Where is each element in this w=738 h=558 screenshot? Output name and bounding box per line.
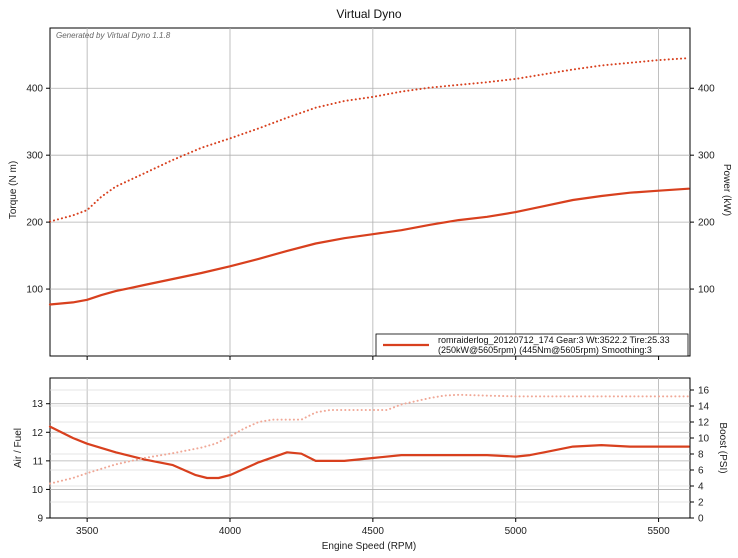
watermark-text: Generated by Virtual Dyno 1.1.8	[56, 31, 171, 40]
y-tick-label: 200	[26, 218, 43, 229]
bottom-plot-frame	[49, 377, 691, 519]
y2-tick-label: 8	[698, 450, 704, 461]
top-panel: 100 200 300 400 100 200 300 400 Generated by Vi…	[8, 27, 732, 360]
y2-tick-label: 300	[698, 151, 715, 162]
rpm-axis-label: Engine Speed (RPM)	[322, 541, 417, 552]
x-tick-label: 5000	[505, 526, 528, 537]
y2-tick-label: 14	[698, 402, 710, 413]
bottom-grid	[50, 378, 690, 518]
legend-line-1: romraiderlog_20120712_174 Gear:3 Wt:3522…	[438, 335, 670, 345]
y2-tick-label: 100	[698, 285, 715, 296]
afr-axis-label: Air / Fuel	[13, 428, 24, 468]
x-tick-label: 4500	[362, 526, 385, 537]
legend: romraiderlog_20120712_174 Gear:3 Wt:3522…	[375, 333, 689, 357]
y-tick-label: 13	[32, 399, 44, 410]
y2-tick-label: 200	[698, 218, 715, 229]
afr-line	[48, 425, 690, 480]
x-tick-label: 3500	[76, 526, 99, 537]
top-grid	[50, 28, 690, 356]
afr-axis-label-text: Air / Fuel	[13, 428, 24, 468]
bottom-ticks: 3500 4000 4500 5000 5500 9 10 11 12 13 0 2 4 6 8 10 12 14…	[32, 386, 710, 538]
y-tick-label: 9	[37, 514, 43, 525]
torque-axis-label: Torque (N m)	[8, 161, 19, 219]
torque-line	[49, 57, 690, 223]
boost-line	[49, 393, 690, 485]
top-plot-frame	[49, 27, 691, 357]
y-tick-label: 12	[32, 428, 44, 439]
y-tick-label: 400	[26, 84, 43, 95]
power-axis-label: Power (kW)	[721, 164, 732, 216]
y2-tick-label: 6	[698, 466, 704, 477]
y-tick-label: 10	[32, 485, 44, 496]
y-tick-label: 11	[33, 456, 44, 467]
chart-title: Virtual Dyno	[336, 7, 401, 21]
legend-box	[375, 333, 689, 357]
legend-line-2: (250kW@5605rpm) (445Nm@5605rpm) Smoothin…	[438, 345, 652, 355]
y-tick-label: 300	[26, 151, 43, 162]
bottom-series	[48, 393, 690, 485]
bottom-panel: 3500 4000 4500 5000 5500 9 10 11 12 13 0 2 4 6 8 10 12 14…	[13, 377, 728, 552]
top-series	[48, 57, 690, 306]
power-line	[48, 187, 690, 306]
boost-axis-label: Boost (PSI)	[717, 422, 728, 473]
y2-tick-label: 0	[698, 514, 704, 525]
y2-tick-label: 2	[698, 498, 704, 509]
x-tick-label: 4000	[219, 526, 242, 537]
y2-tick-label: 400	[698, 84, 715, 95]
x-tick-label: 5500	[647, 526, 670, 537]
y2-tick-label: 4	[698, 482, 704, 493]
y-tick-label: 100	[26, 285, 43, 296]
y2-tick-label: 10	[698, 434, 710, 445]
y2-tick-label: 12	[698, 418, 710, 429]
y2-tick-label: 16	[698, 386, 710, 397]
top-ticks: 100 200 300 400 100 200 300 400	[26, 84, 715, 360]
